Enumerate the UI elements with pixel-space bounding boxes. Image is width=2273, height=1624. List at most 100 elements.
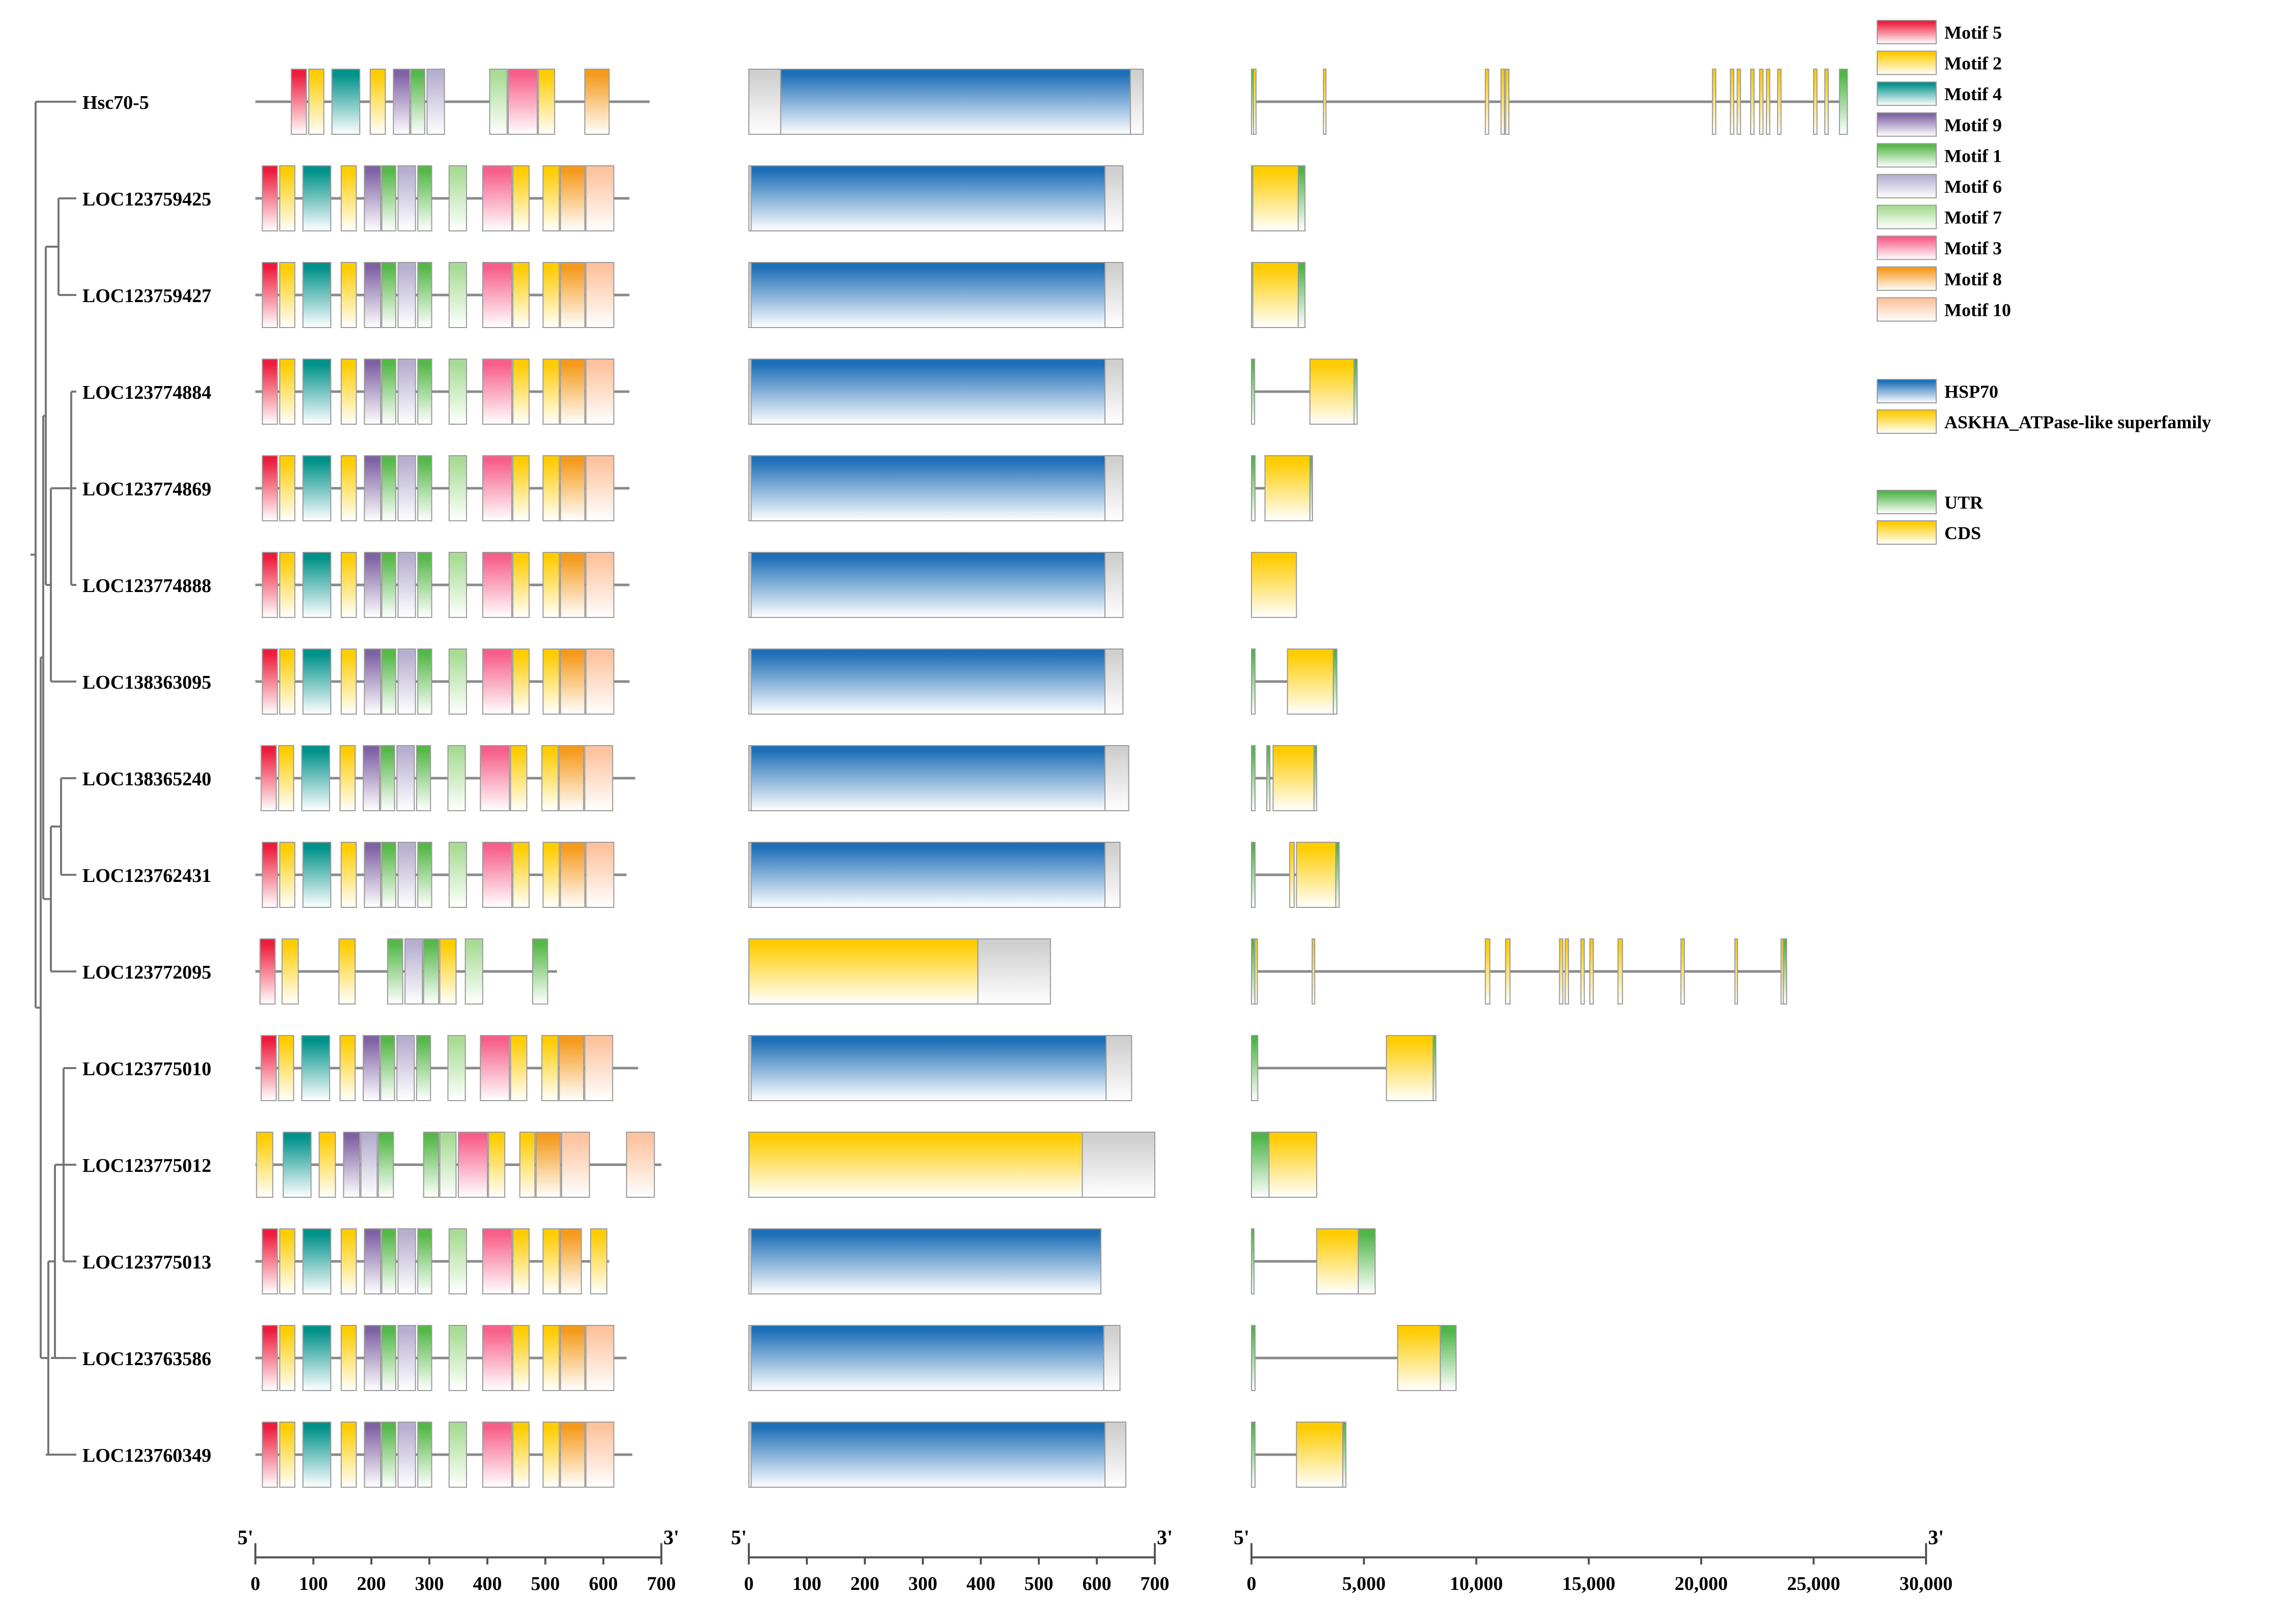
motif-3-block	[482, 455, 512, 521]
motif-9-block	[364, 648, 382, 715]
motif-1-block	[417, 552, 432, 618]
five-prime-label: 5'	[731, 1526, 747, 1549]
motif-10-block	[585, 359, 615, 425]
tick-label: 0	[251, 1573, 260, 1595]
gene-row-loc123760349: LOC123760349	[82, 1422, 1347, 1488]
utr-block	[1251, 1132, 1270, 1198]
motif-2-block	[510, 745, 528, 811]
motif-9-block	[363, 1035, 380, 1101]
motif-5-block	[261, 648, 278, 715]
motif-1-block	[381, 359, 396, 425]
motif-5-block	[261, 842, 278, 908]
motif-10-block	[585, 1325, 615, 1391]
motif-2-block	[339, 1035, 356, 1101]
motif-3-block	[482, 262, 512, 328]
motif-2-block	[542, 455, 560, 521]
motif-5-block	[261, 262, 278, 328]
motif-4-block	[301, 745, 330, 811]
motif-1-block	[381, 552, 396, 618]
cds-block	[1505, 938, 1511, 1005]
unannotated-region-block	[1104, 648, 1124, 715]
tick-label: 700	[647, 1573, 676, 1595]
domain-askha-block	[748, 938, 979, 1005]
motif-2-block	[339, 745, 356, 811]
tick-label: 25,000	[1787, 1573, 1841, 1595]
unannotated-region-block	[748, 69, 781, 135]
legend-item-motif-1: Motif 1	[1877, 143, 2002, 168]
motif-2-block	[512, 165, 530, 231]
motif-3-block	[482, 1325, 512, 1391]
motif-10-block	[585, 1422, 615, 1488]
motif-2-block	[279, 359, 296, 425]
motif-2-block	[512, 552, 530, 618]
legend-label: Motif 2	[1944, 53, 2002, 74]
gene-row-loc138363095: LOC138363095	[82, 648, 1337, 715]
motif-1-block	[417, 165, 432, 231]
cds-block	[1272, 745, 1315, 811]
motif-10-block	[585, 842, 615, 908]
motif-1-block	[381, 842, 396, 908]
motif-1-block	[381, 1325, 396, 1391]
motif-5-block	[259, 938, 276, 1005]
three-prime-label: 3'	[663, 1526, 679, 1549]
legend-item-motif-3: Motif 3	[1877, 235, 2002, 260]
motif-2-block	[308, 69, 325, 135]
utr-block	[1251, 1228, 1255, 1294]
motif-2-block	[512, 1422, 530, 1488]
legend-label: Motif 9	[1944, 115, 2002, 135]
motif-8-block	[560, 1422, 586, 1488]
cds-block	[1730, 69, 1735, 135]
domain-hsp70-block	[750, 1228, 1101, 1294]
tick-label: 600	[589, 1573, 618, 1595]
legend-swatch	[1877, 143, 1937, 168]
motif-1-block	[381, 165, 396, 231]
motif-5-block	[260, 745, 277, 811]
cds-block	[1289, 842, 1295, 908]
gene-row-loc123763586: LOC123763586	[82, 1325, 1457, 1391]
utr-block	[1251, 648, 1256, 715]
motif-3-block	[482, 1422, 512, 1488]
motif-9-block	[364, 262, 382, 328]
motif-4-block	[302, 455, 332, 521]
tick-label: 300	[909, 1573, 938, 1595]
motif-4-block	[302, 1228, 332, 1294]
unannotated-region-block	[1103, 1325, 1121, 1391]
cds-block	[1484, 938, 1491, 1005]
motif-9-block	[364, 165, 382, 231]
utr-block	[1783, 938, 1787, 1005]
cds-block	[1296, 1422, 1344, 1488]
cds-block	[1736, 69, 1741, 135]
legend-swatch	[1877, 520, 1937, 545]
motif-8-block	[560, 262, 586, 328]
motif-2-block	[512, 842, 530, 908]
gene-label: Hsc70-5	[82, 92, 149, 113]
cds-block	[1316, 1228, 1359, 1294]
tick-label: 600	[1083, 1573, 1112, 1595]
gene-row-loc123759425: LOC123759425	[82, 165, 1306, 231]
legend-swatch	[1877, 235, 1937, 260]
motif-1-block	[387, 938, 403, 1005]
gene-row-loc123762431: LOC123762431	[82, 842, 1340, 908]
motif-2-block	[542, 552, 560, 618]
gene-label: LOC123759427	[82, 285, 211, 307]
motif-4-block	[302, 1422, 332, 1488]
tick-label: 0	[1247, 1573, 1257, 1595]
unannotated-region-block	[1104, 842, 1121, 908]
motif-2-block	[279, 1325, 296, 1391]
domain-hsp70-block	[750, 359, 1105, 425]
motif-1-block	[377, 1132, 394, 1198]
motif-6-block	[397, 262, 416, 328]
motif-7-block	[448, 165, 467, 231]
motif-2-block	[541, 1035, 559, 1101]
motif-1-block	[417, 359, 432, 425]
motif-1-block	[417, 842, 432, 908]
gene-label: LOC123760349	[82, 1445, 211, 1466]
three-prime-label: 3'	[1157, 1526, 1173, 1549]
motif-7-block	[448, 842, 467, 908]
domain-hsp70-block	[750, 648, 1105, 715]
legend-swatch	[1877, 490, 1937, 514]
legend-item-motif-10: Motif 10	[1877, 297, 2011, 322]
gene-label: LOC123772095	[82, 962, 211, 983]
motif-6-block	[360, 1132, 378, 1198]
motif-2-block	[256, 1132, 274, 1198]
